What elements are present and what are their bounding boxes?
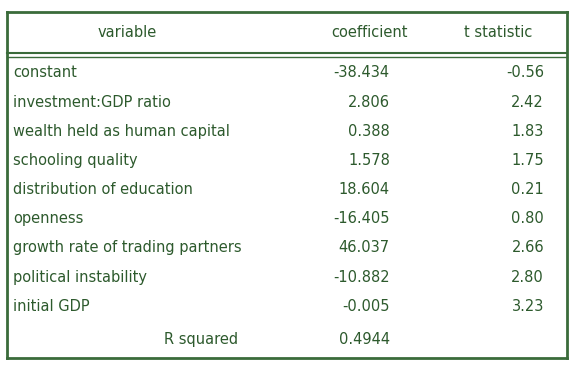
Text: 0.21: 0.21: [511, 182, 544, 197]
Text: -0.56: -0.56: [506, 65, 544, 80]
Text: openness: openness: [13, 211, 83, 226]
Text: 1.578: 1.578: [348, 153, 390, 168]
Text: -0.005: -0.005: [342, 299, 390, 314]
Text: -38.434: -38.434: [333, 65, 390, 80]
Text: 3.23: 3.23: [511, 299, 544, 314]
Text: 2.806: 2.806: [348, 95, 390, 110]
Text: schooling quality: schooling quality: [13, 153, 137, 168]
Text: investment:GDP ratio: investment:GDP ratio: [13, 95, 170, 110]
Text: political instability: political instability: [13, 270, 147, 285]
Text: R squared: R squared: [164, 332, 238, 347]
Text: coefficient: coefficient: [332, 25, 408, 40]
Text: distribution of education: distribution of education: [13, 182, 193, 197]
Text: 46.037: 46.037: [339, 240, 390, 255]
Text: 2.66: 2.66: [511, 240, 544, 255]
Text: 18.604: 18.604: [339, 182, 390, 197]
Text: -10.882: -10.882: [333, 270, 390, 285]
Text: 2.42: 2.42: [511, 95, 544, 110]
Text: -16.405: -16.405: [333, 211, 390, 226]
Text: constant: constant: [13, 65, 77, 80]
Text: 0.388: 0.388: [348, 124, 390, 139]
Text: 0.4944: 0.4944: [339, 332, 390, 347]
Text: wealth held as human capital: wealth held as human capital: [13, 124, 230, 139]
Text: t statistic: t statistic: [464, 25, 533, 40]
Text: 2.80: 2.80: [511, 270, 544, 285]
Text: 0.80: 0.80: [511, 211, 544, 226]
Text: variable: variable: [98, 25, 157, 40]
Text: initial GDP: initial GDP: [13, 299, 90, 314]
Text: 1.75: 1.75: [511, 153, 544, 168]
Text: growth rate of trading partners: growth rate of trading partners: [13, 240, 242, 255]
Text: 1.83: 1.83: [511, 124, 544, 139]
